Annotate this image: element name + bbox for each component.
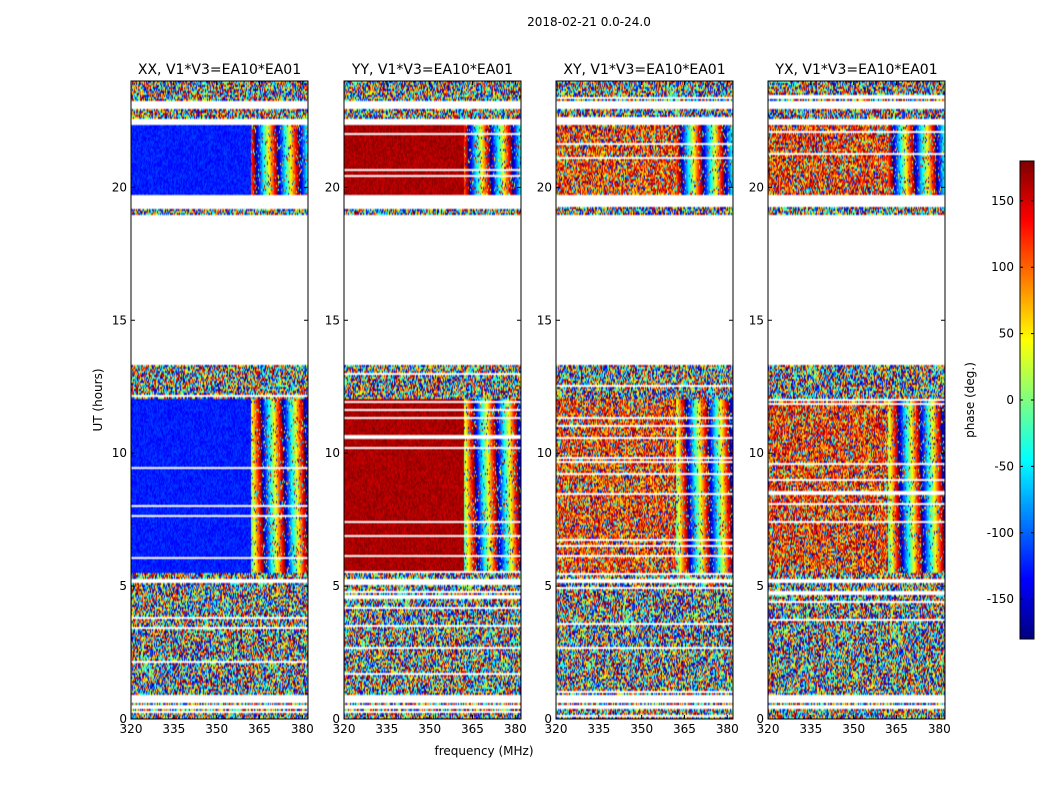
x-tick-label: 335 [587,722,610,736]
y-tick-label: 5 [756,579,764,593]
panel-title-0: XX, V1*V3=EA10*EA01 [138,62,301,78]
x-tick-label: 365 [248,722,271,736]
y-tick-label: 0 [332,712,340,726]
y-tick-label: 20 [749,180,764,194]
panel-heatmap-2 [556,81,733,719]
x-tick-label: 350 [842,722,865,736]
x-tick-label: 380 [504,722,527,736]
y-axis-label: UT (hours) [91,368,105,431]
panel-heatmap-1 [344,81,521,719]
y-tick-label: 20 [537,180,552,194]
y-tick-label: 20 [325,180,340,194]
panel-frame-3 [767,80,946,720]
panel-frame-2 [555,80,734,720]
x-tick-label: 380 [716,722,739,736]
x-tick-label: 320 [757,722,780,736]
x-tick-label: 380 [928,722,951,736]
panel-2: XY, V1*V3=EA10*EA01 320 335 350 365 380 0 5 10 15… [537,62,739,736]
y-tick-label: 15 [112,313,127,327]
x-tick-label: 350 [205,722,228,736]
y-tick-label: 10 [537,446,552,460]
x-tick-label: 335 [162,722,185,736]
panel-frame-1 [343,80,522,720]
colorbar-tick-label: -150 [987,592,1014,606]
x-tick-label: 365 [461,722,484,736]
y-tick-label: 20 [112,180,127,194]
y-tick-label: 10 [112,446,127,460]
panel-3: YX, V1*V3=EA10*EA01 320 335 350 365 380 0 5 10 15… [749,62,951,736]
y-tick-label: 10 [749,446,764,460]
colorbar-tick-label: 150 [991,194,1014,208]
x-tick-label: 350 [630,722,653,736]
colorbar: 150 100 50 0 -50 -100 -150 [987,160,1035,640]
y-tick-label: 5 [332,579,340,593]
panel-title-3: YX, V1*V3=EA10*EA01 [774,62,937,78]
colorbar-tick-label: 50 [999,327,1014,341]
y-tick-label: 5 [544,579,552,593]
colorbar-tick-label: 0 [1006,393,1014,407]
colorbar-tick-label: -50 [994,459,1014,473]
x-tick-label: 335 [799,722,822,736]
y-tick-label: 10 [325,446,340,460]
x-axis-label: frequency (MHz) [434,744,533,758]
colorbar-label: phase (deg.) [963,362,977,438]
x-tick-label: 335 [375,722,398,736]
panel-1: YY, V1*V3=EA10*EA01 320 335 350 365 380 0 5 10 15… [325,62,527,736]
x-tick-label: 365 [673,722,696,736]
panel-heatmap-0 [131,81,308,719]
panel-title-1: YY, V1*V3=EA10*EA01 [351,62,513,78]
x-tick-label: 320 [545,722,568,736]
y-tick-label: 0 [756,712,764,726]
y-tick-label: 15 [537,313,552,327]
panels-group: XX, V1*V3=EA10*EA01 320 335 350 365 380 0 5 10 15… [112,62,951,736]
suptitle: 2018-02-21 0.0-24.0 [527,15,651,29]
y-tick-label: 15 [749,313,764,327]
colorbar-tick-label: -100 [987,526,1014,540]
colorbar-tick-label: 100 [991,260,1014,274]
x-tick-label: 320 [333,722,356,736]
x-tick-label: 320 [120,722,143,736]
y-tick-label: 0 [544,712,552,726]
y-tick-label: 15 [325,313,340,327]
y-tick-label: 5 [119,579,127,593]
y-tick-label: 0 [119,712,127,726]
panel-title-2: XY, V1*V3=EA10*EA01 [563,62,725,78]
panel-0: XX, V1*V3=EA10*EA01 320 335 350 365 380 0 5 10 15… [112,62,314,736]
x-tick-label: 350 [418,722,441,736]
x-tick-label: 365 [885,722,908,736]
panel-heatmap-3 [768,81,945,719]
panel-frame-0 [130,80,309,720]
x-tick-label: 380 [291,722,314,736]
